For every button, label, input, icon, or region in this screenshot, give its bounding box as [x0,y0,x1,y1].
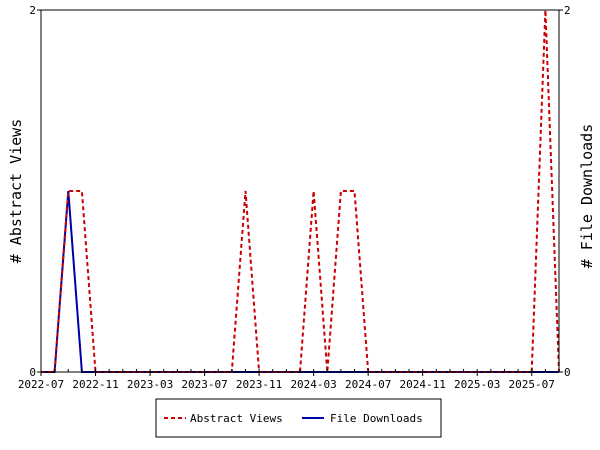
y-right-tick-label: 0 [564,366,571,379]
legend-label-file-downloads: File Downloads [330,412,423,425]
axes: 2022-07 2022-11 2023-03 2023-07 2023-11 2024-… [18,4,571,391]
y-left-tick-label: 0 [29,366,36,379]
x-tick-label: 2024-03 [290,378,336,391]
legend: Abstract Views File Downloads [155,398,442,438]
y-axis-right-title: # File Downloads [578,124,596,269]
x-tick-label: 2024-07 [345,378,391,391]
y-left-tick-label: 2 [29,4,36,17]
x-tick-label: 2025-03 [454,378,500,391]
x-tick-label: 2022-07 [18,378,64,391]
x-tick-label: 2023-07 [181,378,227,391]
legend-box [155,398,442,438]
x-tick-label: 2023-11 [236,378,282,391]
y-right-tick-label: 2 [564,4,571,17]
x-tick-label: 2023-03 [127,378,173,391]
x-tick-label: 2022-11 [72,378,118,391]
x-tick-label: 2024-11 [400,378,446,391]
y-axis-left-title: # Abstract Views [7,119,25,264]
x-tick-label: 2025-07 [509,378,555,391]
legend-label-abstract-views: Abstract Views [190,412,283,425]
